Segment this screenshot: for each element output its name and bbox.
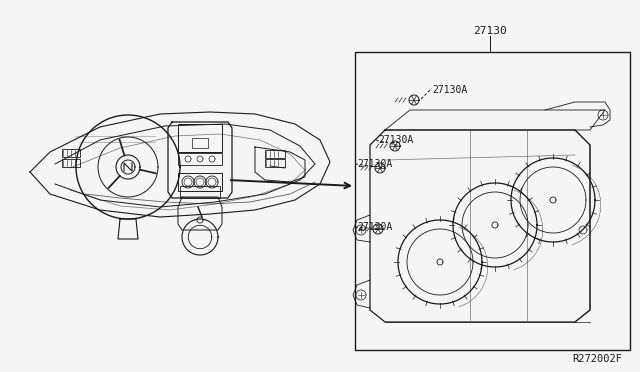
Bar (180, 186, 220, 198)
Text: 27130A: 27130A (357, 222, 392, 232)
Bar (62, 159, 80, 167)
Bar (178, 124, 222, 152)
Text: 27130A: 27130A (378, 135, 413, 145)
Bar (62, 149, 80, 157)
Bar (178, 153, 222, 165)
Text: 27130A: 27130A (357, 159, 392, 169)
Text: 27130A: 27130A (432, 85, 467, 95)
Bar (192, 138, 208, 148)
Bar (178, 173, 222, 191)
Text: 27130: 27130 (473, 26, 507, 36)
Bar (265, 150, 285, 158)
Bar (265, 159, 285, 167)
Text: R272002F: R272002F (572, 354, 622, 364)
Bar (355, 52, 630, 350)
